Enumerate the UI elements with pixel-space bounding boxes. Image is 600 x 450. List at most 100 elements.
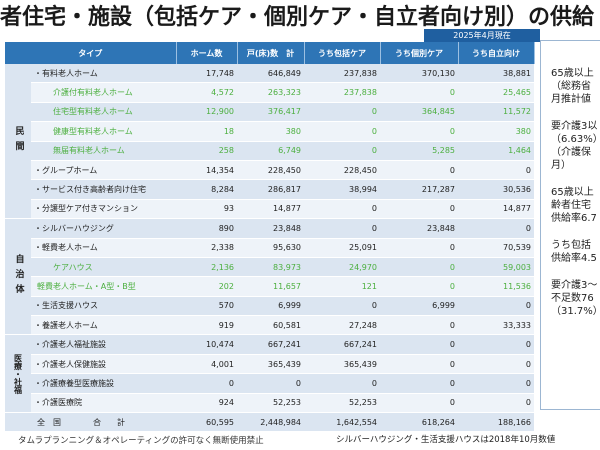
side-note-line: 齢者住宅 — [551, 200, 591, 211]
total-independent: 188,166 — [458, 412, 534, 433]
cell-individual: 0 — [380, 393, 458, 414]
cell-units: 286,817 — [237, 179, 304, 200]
table-row: 軽費老人ホーム・A型・B型 202 11,657 121 0 11,536 — [5, 276, 534, 297]
cell-comprehensive: 237,838 — [304, 64, 380, 84]
cell-independent: 0 — [458, 354, 534, 375]
cell-comprehensive: 27,248 — [304, 315, 380, 336]
cell-comprehensive: 24,970 — [304, 257, 380, 278]
cell-individual: 0 — [380, 334, 458, 355]
side-note-line: （総務省 — [551, 81, 591, 92]
row-label: ・介護療養型医療施設 — [31, 373, 176, 394]
table-header-row: タイプ ホーム数 戸(床)数 計 うち包括ケア うち個別ケア うち自立向け — [5, 42, 535, 64]
cell-comprehensive: 25,091 — [304, 238, 380, 258]
table-row: 住宅型有料老人ホーム 12,900 376,417 0 364,845 11,5… — [5, 102, 534, 123]
supply-table: タイプ ホーム数 戸(床)数 計 うち包括ケア うち個別ケア うち自立向け 民間… — [5, 42, 535, 433]
category-label: 自治体 — [13, 254, 24, 300]
cell-units: 6,999 — [237, 296, 304, 317]
cell-units: 23,848 — [237, 218, 304, 239]
cell-individual: 0 — [380, 257, 458, 278]
cell-individual: 370,130 — [380, 64, 458, 84]
row-label: ・軽費老人ホーム — [31, 238, 176, 258]
row-label: ・分譲型ケア付きマンション — [31, 199, 176, 220]
cell-independent: 1,464 — [458, 141, 534, 161]
cell-units: 263,323 — [237, 82, 304, 103]
cell-homes: 0 — [176, 373, 237, 394]
table-row: ・生活支援ハウス 570 6,999 0 6,999 0 — [5, 296, 534, 317]
cell-homes: 18 — [176, 121, 237, 142]
cell-units: 60,581 — [237, 315, 304, 336]
total-units: 2,448,984 — [237, 412, 304, 433]
cell-comprehensive: 0 — [304, 296, 380, 317]
row-label: ケアハウス — [31, 257, 176, 278]
cell-units: 365,439 — [237, 354, 304, 375]
cell-independent: 59,003 — [458, 257, 534, 278]
cell-independent: 11,536 — [458, 276, 534, 297]
cell-comprehensive: 0 — [304, 102, 380, 123]
cell-homes: 890 — [176, 218, 237, 239]
cell-independent: 0 — [458, 160, 534, 181]
cell-independent: 33,333 — [458, 315, 534, 336]
cell-homes: 93 — [176, 199, 237, 220]
cell-homes: 258 — [176, 141, 237, 161]
side-note-line: 供給率6.7 — [551, 213, 597, 224]
header-homes: ホーム数 — [176, 42, 238, 64]
cell-units: 228,450 — [237, 160, 304, 181]
cell-units: 0 — [237, 373, 304, 394]
cell-independent: 14,877 — [458, 199, 534, 220]
cell-independent: 0 — [458, 393, 534, 414]
date-badge: 2025年4月現在 — [424, 29, 540, 42]
cell-comprehensive: 0 — [304, 141, 380, 161]
data-date-note: シルバーハウジング・生活支援ハウスは2018年10月数値 — [336, 435, 556, 445]
cell-individual: 6,999 — [380, 296, 458, 317]
cell-independent: 0 — [458, 334, 534, 355]
cell-comprehensive: 0 — [304, 199, 380, 220]
cell-independent: 0 — [458, 218, 534, 239]
row-label: ・有料老人ホーム — [31, 64, 176, 84]
table-row: 健康型有料老人ホーム 18 380 0 0 380 — [5, 121, 534, 142]
cell-homes: 4,572 — [176, 82, 237, 103]
cell-individual: 0 — [380, 160, 458, 181]
cell-homes: 570 — [176, 296, 237, 317]
side-note-line: 供給率4.5 — [551, 253, 597, 264]
cell-independent: 30,536 — [458, 179, 534, 200]
table-row: ・分譲型ケア付きマンション 93 14,877 0 0 14,877 — [5, 199, 534, 220]
cell-independent: 380 — [458, 121, 534, 142]
cell-homes: 919 — [176, 315, 237, 336]
header-independent: うち自立向け — [458, 42, 535, 64]
cell-homes: 4,001 — [176, 354, 237, 375]
cell-homes: 17,748 — [176, 64, 237, 84]
side-note-line: 月推計値 — [551, 94, 591, 105]
cell-independent: 0 — [458, 373, 534, 394]
cell-independent: 0 — [458, 296, 534, 317]
row-label: ・サービス付き高齢者向け住宅 — [31, 179, 176, 200]
copyright-notice: タムラプランニング＆オペレーティングの許可なく無断使用禁止 — [18, 436, 264, 446]
row-label: ・介護医療院 — [31, 393, 176, 414]
table-row: ケアハウス 2,136 83,973 24,970 0 59,003 — [5, 257, 534, 278]
total-row: 全 国 合 計 60,595 2,448,984 1,642,554 618,2… — [5, 412, 534, 433]
table-row: 介護付有料老人ホーム 4,572 263,323 237,838 0 25,46… — [5, 82, 534, 103]
cell-units: 11,657 — [237, 276, 304, 297]
cell-individual: 23,848 — [380, 218, 458, 239]
cell-comprehensive: 38,994 — [304, 179, 380, 200]
row-label: ・養護老人ホーム — [31, 315, 176, 336]
cell-independent: 38,881 — [458, 64, 534, 84]
category-municipal: 自治体 — [5, 218, 31, 336]
cell-homes: 8,284 — [176, 179, 237, 200]
cell-comprehensive: 365,439 — [304, 354, 380, 375]
header-type: タイプ — [5, 42, 177, 64]
side-note-line: （6.63%） — [551, 134, 600, 145]
total-label: 全 国 合 計 — [5, 412, 176, 433]
side-note-line: 月） — [551, 160, 571, 171]
cell-comprehensive: 228,450 — [304, 160, 380, 181]
row-label: 介護付有料老人ホーム — [31, 82, 176, 103]
side-note-line: 65歳以上 — [551, 187, 594, 198]
category-label: 民間 — [13, 126, 24, 157]
side-note-line: （介護保 — [551, 147, 591, 158]
cell-units: 95,630 — [237, 238, 304, 258]
cell-homes: 10,474 — [176, 334, 237, 355]
table-row: ・サービス付き高齢者向け住宅 8,284 286,817 38,994 217,… — [5, 179, 534, 200]
table-row: 自治体 ・シルバーハウジング 890 23,848 0 23,848 0 — [5, 218, 534, 336]
cell-comprehensive: 237,838 — [304, 82, 380, 103]
side-note-line: 要介護3以 — [551, 121, 598, 132]
cell-units: 380 — [237, 121, 304, 142]
